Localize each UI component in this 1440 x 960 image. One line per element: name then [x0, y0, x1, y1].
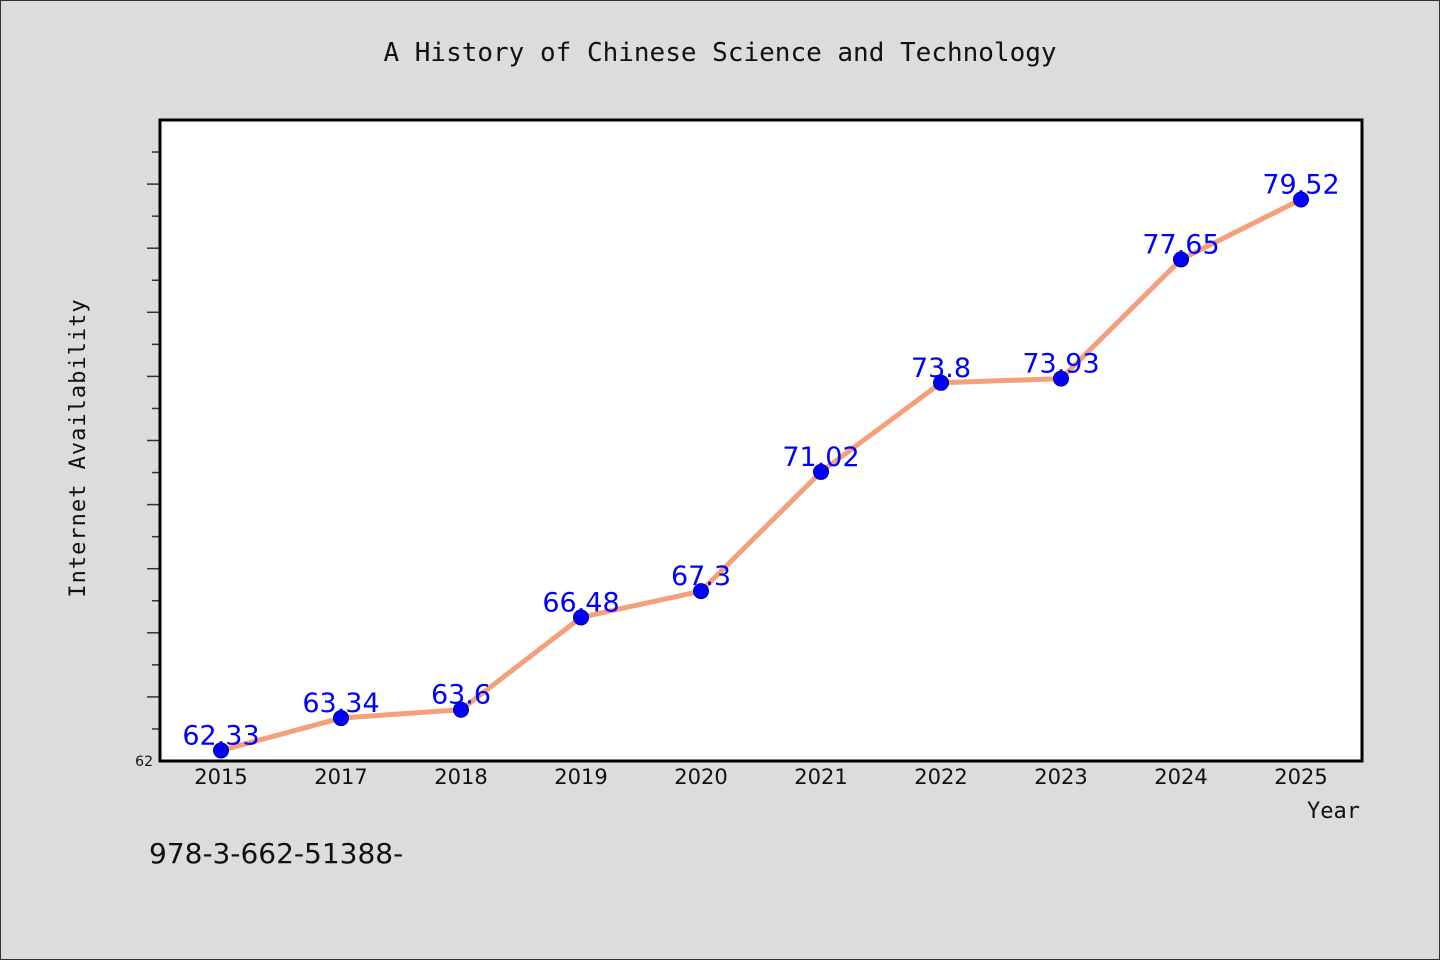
x-tick-label: 2020 — [674, 765, 727, 789]
data-point — [333, 710, 349, 727]
data-label: 62.33 — [182, 720, 259, 751]
data-point — [453, 701, 469, 718]
data-label: 67.3 — [671, 561, 731, 592]
data-label: 73.8 — [911, 353, 971, 384]
data-point — [573, 609, 589, 626]
data-label: 73.93 — [1022, 349, 1099, 380]
data-label: 63.34 — [302, 688, 379, 719]
series-line — [220, 197, 1303, 753]
data-point — [1053, 370, 1069, 387]
data-labels: 62.33 63.34 63.6 66.48 67.3 71.02 73.8 73.93 77.… — [182, 169, 1339, 751]
plot-frame — [158, 118, 1364, 763]
y-axis-tick-labels: 62 — [135, 754, 153, 770]
x-tick-label: 2015 — [194, 765, 247, 789]
plot-area — [160, 120, 1362, 761]
data-point — [1293, 191, 1309, 208]
x-tick-label: 2024 — [1154, 765, 1207, 789]
y-tick-label: 62 — [135, 754, 153, 770]
data-point — [693, 583, 709, 600]
chart-title: A History of Chinese Science and Technol… — [383, 38, 1056, 68]
x-axis-label: Year — [1307, 799, 1360, 824]
x-axis-tick-labels: 2015 2017 2018 2019 2020 2021 2022 2023 2024 2025 — [194, 765, 1327, 789]
data-point — [213, 742, 229, 759]
data-point — [813, 463, 829, 480]
isbn-note: 978-3-662-51388- — [149, 837, 403, 870]
data-point — [1173, 251, 1189, 268]
data-point — [933, 374, 949, 391]
data-label: 71.02 — [782, 442, 859, 473]
data-label: 66.48 — [542, 587, 619, 618]
data-label: 79.52 — [1262, 169, 1339, 200]
x-tick-label: 2025 — [1274, 765, 1327, 789]
x-tick-label: 2018 — [434, 765, 487, 789]
data-points — [213, 191, 1309, 759]
y-axis-label: Internet Availability — [66, 298, 91, 597]
x-tick-label: 2021 — [794, 765, 847, 789]
x-tick-label: 2019 — [554, 765, 607, 789]
data-label: 63.6 — [431, 680, 491, 711]
data-label: 77.65 — [1142, 229, 1219, 260]
x-tick-label: 2017 — [314, 765, 367, 789]
x-tick-label: 2022 — [914, 765, 967, 789]
x-tick-label: 2023 — [1034, 765, 1087, 789]
y-axis-ticks — [147, 151, 160, 730]
